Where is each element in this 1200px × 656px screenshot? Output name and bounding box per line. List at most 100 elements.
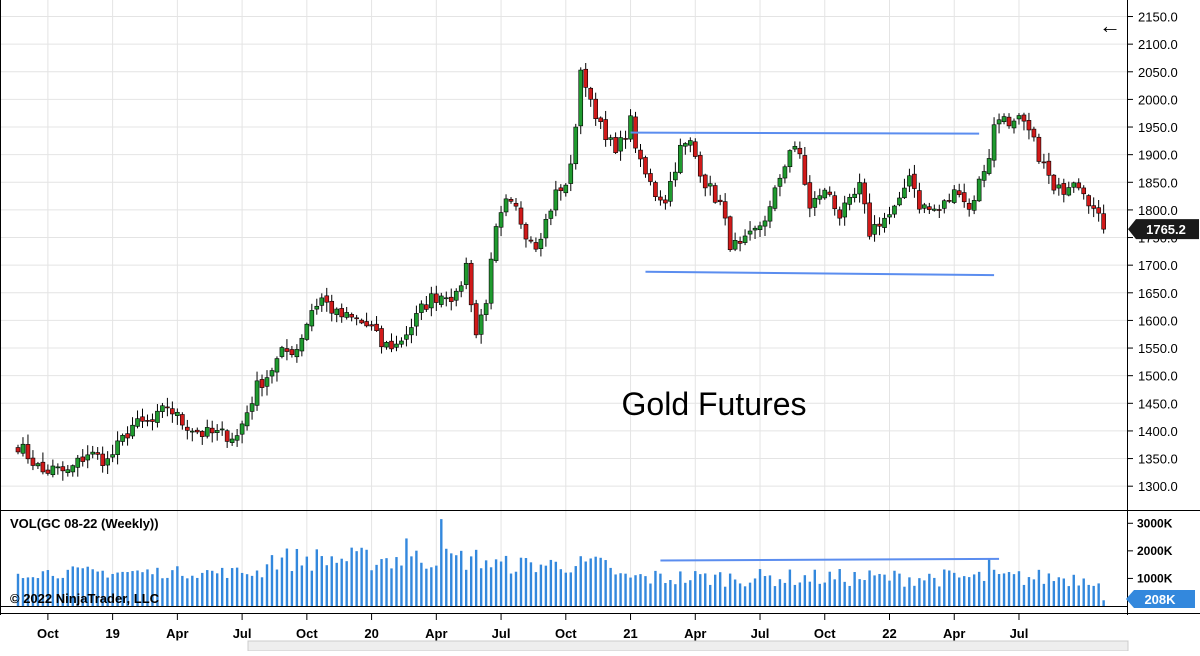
volume-bar bbox=[868, 570, 871, 606]
volume-bar bbox=[738, 583, 742, 606]
candle-body bbox=[130, 424, 135, 437]
volume-bar bbox=[31, 577, 35, 606]
volume-bar bbox=[191, 575, 194, 606]
candle-body bbox=[40, 461, 46, 473]
candle-body bbox=[578, 69, 584, 127]
candle-body bbox=[419, 303, 424, 313]
candle-body bbox=[782, 166, 788, 179]
candle-body bbox=[75, 457, 81, 468]
candle-body bbox=[468, 262, 474, 306]
volume-bar bbox=[16, 573, 20, 606]
volume-bar bbox=[489, 567, 493, 606]
volume-bar bbox=[46, 570, 50, 606]
volume-bar bbox=[1052, 581, 1056, 606]
candle-body bbox=[573, 126, 579, 165]
candle-body bbox=[976, 178, 982, 202]
candle-body bbox=[737, 240, 743, 244]
last-price-label: 1765.2 bbox=[1146, 222, 1186, 237]
volume-bar bbox=[943, 569, 946, 606]
candle-body bbox=[757, 225, 763, 231]
candle-body bbox=[1006, 116, 1012, 127]
volume-bar bbox=[315, 549, 318, 606]
volume-bar bbox=[833, 579, 836, 606]
candle-body bbox=[150, 419, 155, 422]
candle-body bbox=[329, 300, 335, 314]
candle-body bbox=[767, 206, 773, 222]
volume-bar bbox=[549, 559, 553, 606]
volume-bar bbox=[280, 557, 284, 606]
volume-bar bbox=[694, 571, 697, 606]
volume-bar bbox=[325, 565, 328, 606]
candle-body bbox=[349, 314, 354, 318]
candle-body bbox=[55, 466, 61, 469]
candle-body bbox=[284, 348, 290, 352]
time-tick-label: Jul bbox=[1010, 626, 1029, 641]
volume-bar bbox=[614, 574, 617, 606]
candle-body bbox=[802, 155, 808, 185]
volume-bar bbox=[1102, 600, 1105, 606]
volume-bar bbox=[1077, 585, 1080, 606]
candle-body bbox=[946, 200, 952, 202]
volume-bar bbox=[803, 575, 807, 606]
candle-body bbox=[448, 296, 454, 302]
candle-body bbox=[125, 433, 130, 439]
volume-bar bbox=[270, 555, 274, 606]
time-tick-label: Jul bbox=[233, 626, 252, 641]
volume-bar bbox=[220, 567, 224, 606]
volume-bar bbox=[345, 561, 348, 606]
volume-bar bbox=[275, 569, 279, 606]
volume-bar bbox=[255, 570, 259, 606]
volume-bar bbox=[1072, 574, 1075, 606]
volume-bar bbox=[450, 553, 453, 606]
volume-bar bbox=[1007, 572, 1011, 606]
back-arrow-icon[interactable]: ← bbox=[1099, 13, 1121, 38]
volume-bar bbox=[61, 577, 65, 606]
candle-body bbox=[991, 124, 997, 161]
volume-bar bbox=[704, 573, 707, 606]
time-tick-label: 22 bbox=[882, 626, 896, 641]
volume-bar bbox=[375, 564, 378, 606]
volume-bar bbox=[953, 572, 956, 606]
volume-bar bbox=[574, 566, 577, 606]
price-tick-label: 1350.0 bbox=[1138, 452, 1178, 467]
last-price-marker: 1765.2 bbox=[1128, 219, 1199, 240]
candle-body bbox=[583, 68, 589, 88]
candle-body bbox=[1051, 174, 1057, 191]
volume-bar bbox=[390, 568, 393, 606]
volume-bar bbox=[908, 577, 911, 606]
horizontal-scrollbar[interactable] bbox=[247, 640, 1129, 652]
volume-bar bbox=[265, 564, 269, 606]
candle-body bbox=[628, 115, 633, 140]
candle-body bbox=[961, 192, 967, 203]
volume-bar bbox=[714, 574, 717, 606]
candle-body bbox=[817, 195, 823, 200]
volume-bar bbox=[982, 580, 986, 606]
volume-bar bbox=[285, 548, 289, 606]
candle-body bbox=[498, 212, 504, 228]
candle-body bbox=[927, 206, 932, 210]
price-tick-label: 1450.0 bbox=[1138, 396, 1178, 411]
candle-body bbox=[887, 214, 892, 218]
candle-body bbox=[379, 328, 384, 348]
candle-body bbox=[35, 463, 41, 467]
time-tick-label: 20 bbox=[364, 626, 378, 641]
candle-body bbox=[234, 435, 240, 441]
volume-bar bbox=[818, 583, 821, 606]
price-tick-label: 1300.0 bbox=[1138, 479, 1178, 494]
candle-body bbox=[956, 190, 962, 195]
candle-body bbox=[986, 158, 992, 174]
candle-body bbox=[528, 239, 534, 242]
volume-bar bbox=[559, 569, 563, 606]
candle-body bbox=[204, 427, 210, 437]
volume-bar bbox=[161, 578, 164, 606]
volume-bar bbox=[684, 582, 687, 606]
volume-bar bbox=[753, 578, 757, 606]
last-volume-tag bbox=[1126, 590, 1195, 608]
volume-bar bbox=[171, 570, 174, 606]
candle-body bbox=[105, 458, 110, 466]
candle-body bbox=[279, 347, 285, 357]
volume-bar bbox=[674, 584, 677, 606]
volume-bar bbox=[1087, 584, 1090, 606]
